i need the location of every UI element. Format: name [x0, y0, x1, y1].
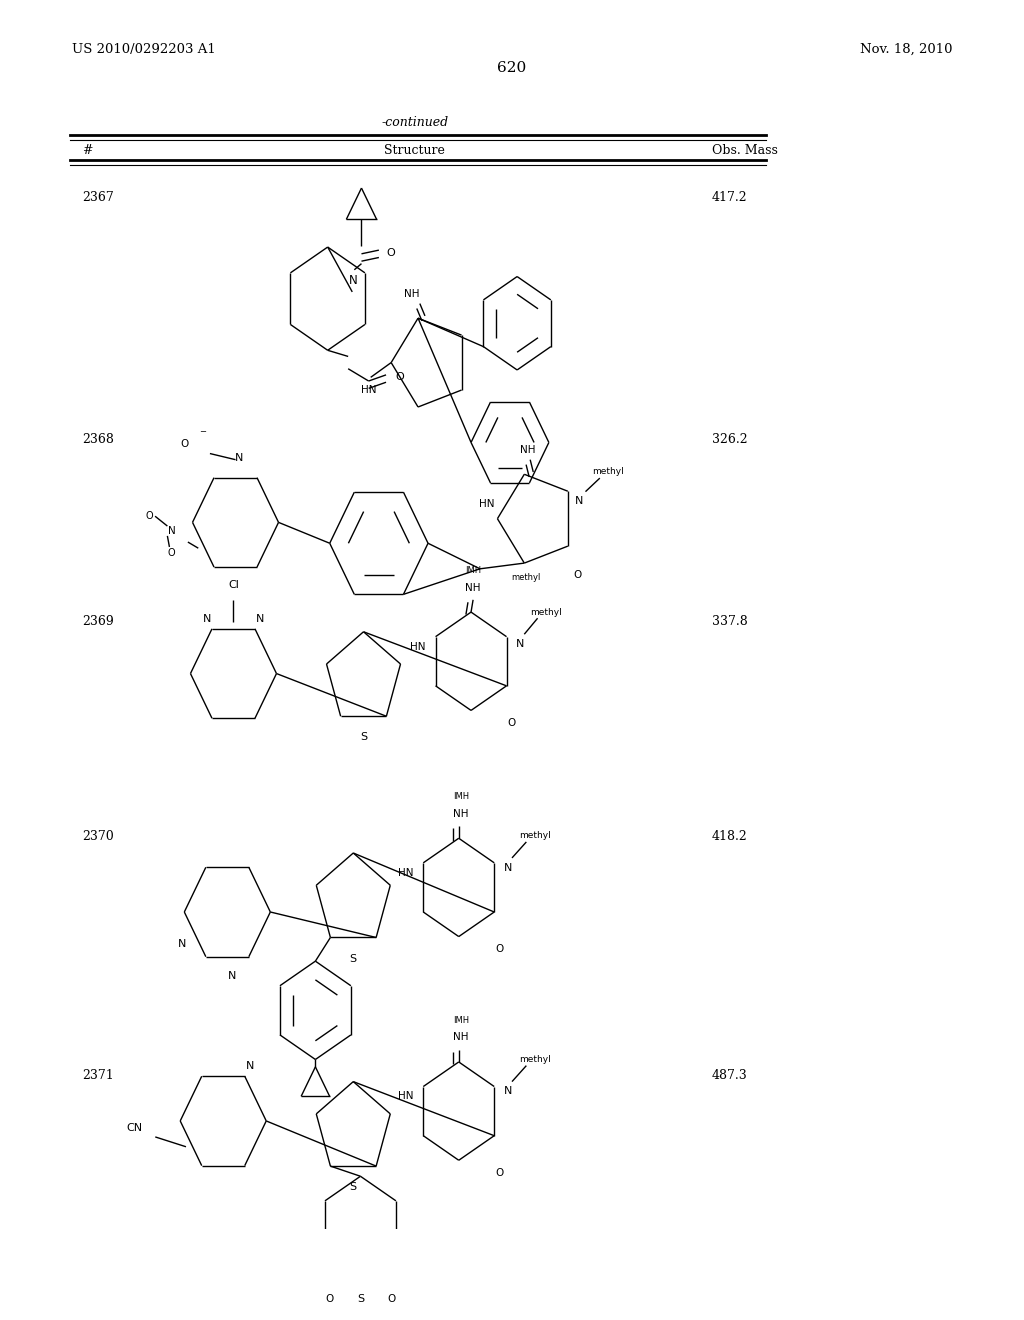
Text: -continued: -continued [381, 116, 449, 128]
Text: IMH: IMH [465, 566, 481, 574]
Text: NH: NH [453, 809, 469, 818]
Text: S: S [350, 954, 356, 964]
Text: IMH: IMH [453, 1015, 469, 1024]
Text: methyl: methyl [518, 832, 551, 841]
Text: NH: NH [403, 289, 420, 298]
Text: N: N [575, 496, 584, 507]
Text: NH: NH [520, 445, 536, 455]
Text: 337.8: 337.8 [712, 615, 748, 627]
Text: N: N [178, 939, 186, 949]
Text: IMH: IMH [453, 792, 469, 801]
Text: O: O [180, 438, 188, 449]
Text: NH: NH [465, 582, 481, 593]
Text: 620: 620 [498, 62, 526, 75]
Text: S: S [350, 1183, 356, 1192]
Text: Nov. 18, 2010: Nov. 18, 2010 [860, 44, 952, 55]
Text: 2369: 2369 [82, 615, 114, 627]
Text: 2368: 2368 [82, 433, 114, 446]
Text: 2367: 2367 [82, 190, 114, 203]
Text: O: O [496, 944, 504, 954]
Text: Cl: Cl [228, 579, 239, 590]
Text: N: N [256, 614, 264, 624]
Text: 2371: 2371 [82, 1069, 114, 1082]
Text: methyl: methyl [592, 467, 624, 477]
Text: N: N [234, 454, 243, 463]
Text: 2370: 2370 [82, 830, 114, 842]
Text: O: O [496, 1168, 504, 1177]
Text: O: O [326, 1294, 334, 1304]
Text: 418.2: 418.2 [712, 830, 748, 842]
Text: HN: HN [410, 642, 426, 652]
Text: O: O [508, 718, 516, 727]
Text: S: S [357, 1294, 364, 1304]
Text: methyl: methyl [529, 607, 562, 616]
Text: N: N [516, 639, 524, 649]
Text: methyl: methyl [511, 573, 541, 582]
Text: 326.2: 326.2 [712, 433, 748, 446]
Text: CN: CN [127, 1123, 143, 1134]
Text: O: O [387, 248, 395, 257]
Text: HN: HN [397, 867, 414, 878]
Text: S: S [360, 733, 367, 742]
Text: O: O [387, 1294, 395, 1304]
Text: #: # [82, 144, 92, 157]
Text: methyl: methyl [518, 1055, 551, 1064]
Text: Obs. Mass: Obs. Mass [712, 144, 777, 157]
Text: 417.2: 417.2 [712, 190, 748, 203]
Text: N: N [203, 614, 211, 624]
Text: US 2010/0292203 A1: US 2010/0292203 A1 [72, 44, 215, 55]
Text: N: N [504, 863, 512, 873]
Text: O: O [145, 511, 153, 521]
Text: HN: HN [360, 384, 377, 395]
Text: HN: HN [479, 499, 495, 510]
Text: Structure: Structure [384, 144, 445, 157]
Text: N: N [228, 972, 237, 981]
Text: N: N [168, 525, 175, 536]
Text: O: O [395, 372, 403, 383]
Text: 487.3: 487.3 [712, 1069, 748, 1082]
Text: −: − [200, 426, 206, 436]
Text: O: O [573, 570, 582, 581]
Text: O: O [168, 548, 175, 558]
Text: N: N [246, 1061, 254, 1072]
Text: N: N [504, 1086, 512, 1097]
Text: HN: HN [397, 1092, 414, 1101]
Text: N: N [349, 275, 357, 288]
Text: NH: NH [453, 1032, 469, 1043]
